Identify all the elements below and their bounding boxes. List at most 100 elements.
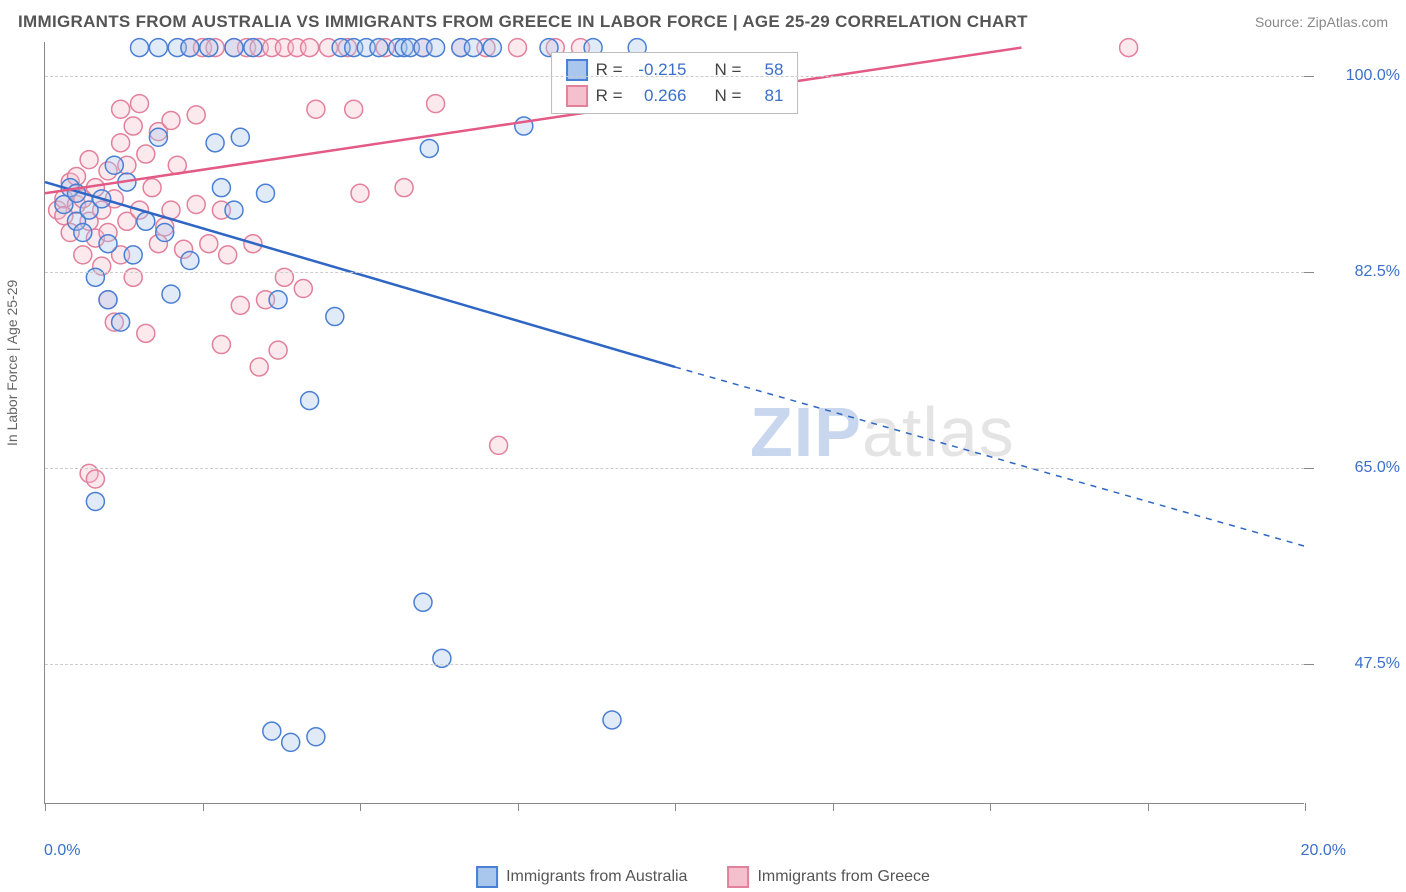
swatch-greece — [727, 866, 749, 888]
point-australia — [257, 184, 275, 202]
chart-header: IMMIGRANTS FROM AUSTRALIA VS IMMIGRANTS … — [18, 8, 1388, 36]
gridline — [45, 664, 1304, 665]
x-tick-mark — [1148, 803, 1149, 811]
legend-label-australia: Immigrants from Australia — [506, 868, 687, 886]
point-greece — [1120, 39, 1138, 57]
point-australia — [263, 722, 281, 740]
correlation-legend: R = -0.215 N = 58 R = 0.266 N = 81 — [551, 52, 799, 114]
point-greece — [162, 111, 180, 129]
x-tick-mark — [203, 803, 204, 811]
legend-row-australia: R = -0.215 N = 58 — [566, 57, 784, 83]
x-tick-mark — [833, 803, 834, 811]
point-australia — [99, 235, 117, 253]
point-greece — [490, 436, 508, 454]
point-australia — [74, 224, 92, 242]
point-australia — [86, 492, 104, 510]
point-greece — [509, 39, 527, 57]
point-greece — [187, 106, 205, 124]
r-value-greece: 0.266 — [631, 86, 687, 106]
point-australia — [603, 711, 621, 729]
n-value-greece: 81 — [749, 86, 783, 106]
series-legend: Immigrants from Australia Immigrants fro… — [476, 866, 930, 888]
regression-australia-extrap — [675, 367, 1305, 546]
gridline — [45, 468, 1304, 469]
point-australia — [269, 291, 287, 309]
point-australia — [181, 39, 199, 57]
point-australia — [105, 156, 123, 174]
point-australia — [225, 39, 243, 57]
point-australia — [370, 39, 388, 57]
y-tick-label: 100.0% — [1346, 67, 1400, 85]
point-greece — [307, 100, 325, 118]
point-greece — [80, 151, 98, 169]
swatch-australia — [476, 866, 498, 888]
point-australia — [99, 291, 117, 309]
point-greece — [124, 117, 142, 135]
point-greece — [187, 195, 205, 213]
n-label: N = — [715, 60, 742, 80]
r-label: R = — [596, 86, 623, 106]
x-tick-mark — [518, 803, 519, 811]
point-australia — [156, 224, 174, 242]
r-value-australia: -0.215 — [631, 60, 687, 80]
y-axis-ticks: 47.5% 65.0% 82.5% 100.0% — [1310, 42, 1400, 804]
gridline — [45, 76, 1304, 77]
legend-label-greece: Immigrants from Greece — [757, 868, 929, 886]
x-tick-mark — [360, 803, 361, 811]
r-label: R = — [596, 60, 623, 80]
chart-title: IMMIGRANTS FROM AUSTRALIA VS IMMIGRANTS … — [18, 12, 1028, 32]
y-tick-label: 65.0% — [1355, 459, 1400, 477]
point-greece — [427, 95, 445, 113]
point-australia — [212, 179, 230, 197]
y-axis-label: In Labor Force | Age 25-29 — [4, 280, 20, 446]
point-greece — [294, 280, 312, 298]
source-attribution: Source: ZipAtlas.com — [1255, 14, 1388, 30]
n-label: N = — [715, 86, 742, 106]
point-australia — [181, 252, 199, 270]
point-greece — [219, 246, 237, 264]
point-australia — [124, 246, 142, 264]
point-australia — [131, 39, 149, 57]
point-greece — [131, 95, 149, 113]
plot-area: ZIPatlas R = -0.215 N = 58 R = 0.266 N =… — [44, 42, 1304, 804]
x-tick-right: 20.0% — [1301, 842, 1346, 860]
point-greece — [250, 358, 268, 376]
point-australia — [282, 733, 300, 751]
y-tick-label: 47.5% — [1355, 655, 1400, 673]
point-greece — [143, 179, 161, 197]
point-greece — [137, 324, 155, 342]
point-greece — [212, 336, 230, 354]
x-tick-mark — [675, 803, 676, 811]
legend-row-greece: R = 0.266 N = 81 — [566, 83, 784, 109]
point-australia — [427, 39, 445, 57]
point-australia — [112, 313, 130, 331]
point-australia — [225, 201, 243, 219]
point-greece — [345, 100, 363, 118]
y-tick-label: 82.5% — [1355, 263, 1400, 281]
point-australia — [137, 212, 155, 230]
point-greece — [231, 296, 249, 314]
point-australia — [149, 128, 167, 146]
point-australia — [244, 39, 262, 57]
point-greece — [86, 470, 104, 488]
x-tick-mark — [1305, 803, 1306, 811]
point-australia — [420, 139, 438, 157]
gridline — [45, 272, 1304, 273]
point-greece — [351, 184, 369, 202]
n-value-australia: 58 — [749, 60, 783, 80]
point-australia — [307, 728, 325, 746]
legend-item-greece: Immigrants from Greece — [727, 866, 929, 888]
point-australia — [206, 134, 224, 152]
point-greece — [74, 246, 92, 264]
point-greece — [301, 39, 319, 57]
swatch-australia — [566, 59, 588, 81]
point-australia — [301, 392, 319, 410]
point-australia — [326, 308, 344, 326]
swatch-greece — [566, 85, 588, 107]
point-australia — [483, 39, 501, 57]
point-greece — [395, 179, 413, 197]
point-australia — [162, 285, 180, 303]
x-tick-mark — [990, 803, 991, 811]
point-australia — [414, 593, 432, 611]
chart-svg — [45, 42, 1304, 803]
